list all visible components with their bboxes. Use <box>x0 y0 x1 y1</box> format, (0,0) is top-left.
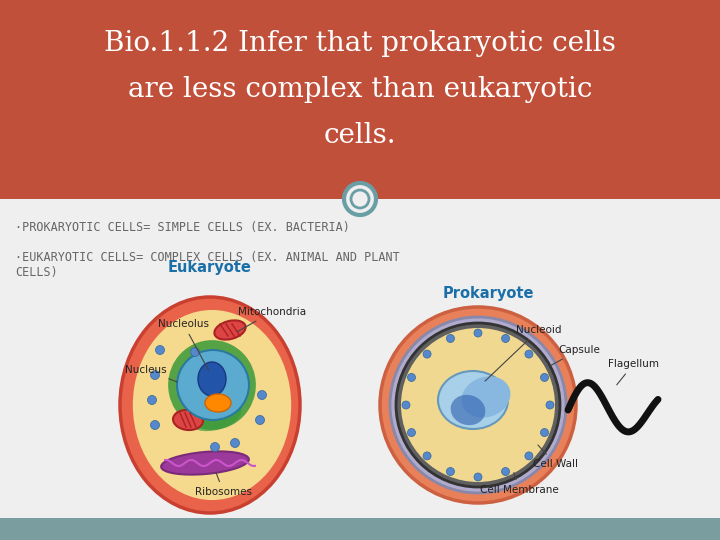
Circle shape <box>423 350 431 358</box>
Circle shape <box>402 401 410 409</box>
Circle shape <box>401 328 555 482</box>
Circle shape <box>150 421 160 429</box>
Circle shape <box>408 429 415 436</box>
Circle shape <box>351 190 369 208</box>
Ellipse shape <box>462 376 510 417</box>
Text: are less complex than eukaryotic: are less complex than eukaryotic <box>128 76 592 103</box>
Text: Eukaryote: Eukaryote <box>168 260 252 275</box>
Text: Nucleoid: Nucleoid <box>485 325 562 381</box>
Circle shape <box>156 346 164 354</box>
Circle shape <box>390 317 566 493</box>
Circle shape <box>210 442 220 451</box>
Circle shape <box>525 452 533 460</box>
Text: Cell Wall: Cell Wall <box>533 445 578 469</box>
Circle shape <box>191 348 199 356</box>
Ellipse shape <box>198 362 226 396</box>
Ellipse shape <box>173 410 203 430</box>
Ellipse shape <box>161 451 249 475</box>
Circle shape <box>258 390 266 400</box>
Text: Capsule: Capsule <box>550 345 600 366</box>
Ellipse shape <box>188 399 242 431</box>
Circle shape <box>502 334 510 342</box>
Ellipse shape <box>177 350 249 420</box>
Text: Cell Membrane: Cell Membrane <box>480 472 559 495</box>
Circle shape <box>230 438 240 448</box>
Circle shape <box>525 350 533 358</box>
Ellipse shape <box>451 395 485 425</box>
FancyBboxPatch shape <box>0 199 720 540</box>
Ellipse shape <box>205 394 231 412</box>
Circle shape <box>148 395 156 404</box>
Circle shape <box>380 307 576 503</box>
Ellipse shape <box>438 371 508 429</box>
Circle shape <box>541 429 549 436</box>
Text: Bio.1.1.2 Infer that prokaryotic cells: Bio.1.1.2 Infer that prokaryotic cells <box>104 30 616 57</box>
Ellipse shape <box>120 297 300 513</box>
Ellipse shape <box>215 320 246 340</box>
Circle shape <box>408 374 415 381</box>
FancyBboxPatch shape <box>0 0 720 199</box>
FancyBboxPatch shape <box>0 518 720 540</box>
Ellipse shape <box>132 310 291 500</box>
Circle shape <box>446 334 454 342</box>
Circle shape <box>474 329 482 337</box>
Text: Prokaryote: Prokaryote <box>442 286 534 301</box>
Circle shape <box>474 473 482 481</box>
Circle shape <box>396 323 560 487</box>
Circle shape <box>446 468 454 476</box>
Circle shape <box>150 370 160 380</box>
Circle shape <box>546 401 554 409</box>
Text: Mitochondria: Mitochondria <box>238 307 306 332</box>
Text: ·EUKARYOTIC CELLS= COMPLEX CELLS (EX. ANIMAL AND PLANT
CELLS): ·EUKARYOTIC CELLS= COMPLEX CELLS (EX. AN… <box>15 251 400 279</box>
Circle shape <box>344 183 376 215</box>
Text: Nucleus: Nucleus <box>125 365 177 382</box>
Circle shape <box>256 415 264 424</box>
Circle shape <box>423 452 431 460</box>
Text: Flagellum: Flagellum <box>608 359 659 385</box>
Text: cells.: cells. <box>324 122 396 149</box>
Circle shape <box>541 374 549 381</box>
Text: ·PROKARYOTIC CELLS= SIMPLE CELLS (EX. BACTERIA): ·PROKARYOTIC CELLS= SIMPLE CELLS (EX. BA… <box>15 221 350 234</box>
Text: Nucleolus: Nucleolus <box>158 319 209 370</box>
Circle shape <box>502 468 510 476</box>
Text: Ribosomes: Ribosomes <box>195 472 252 497</box>
